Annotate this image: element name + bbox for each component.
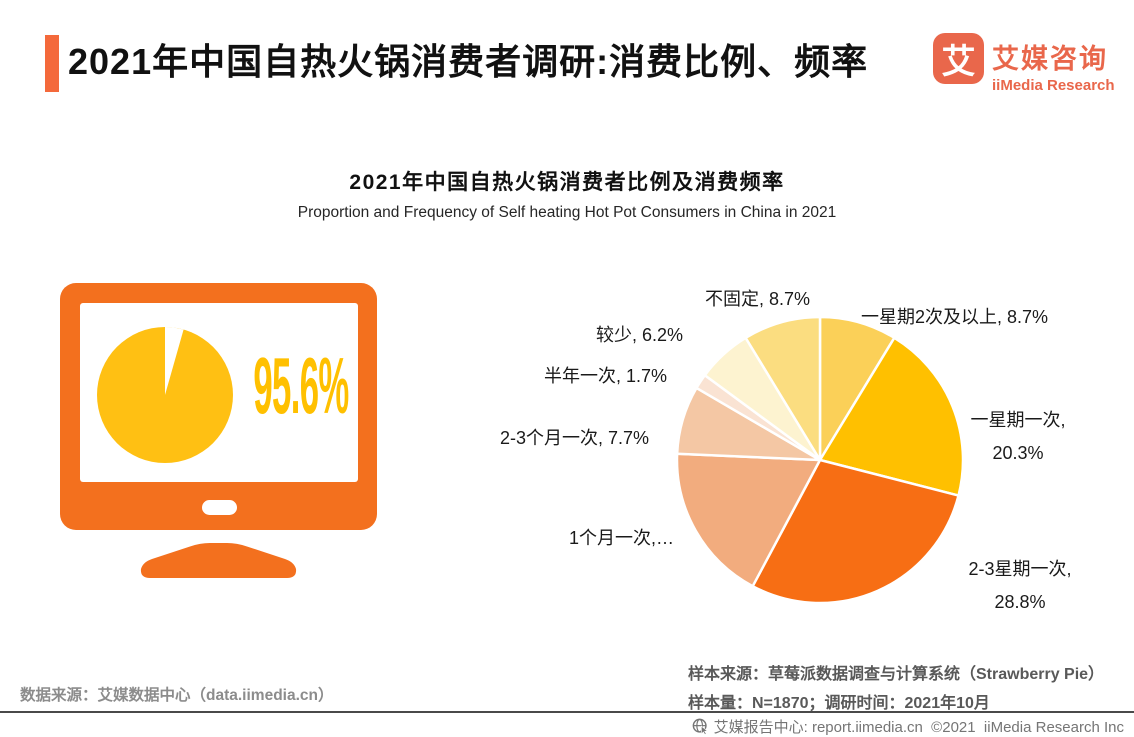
logo-name-cn: 艾媒咨询 <box>992 44 1108 74</box>
page-title: 2021年中国自热火锅消费者调研:消费比例、频率 <box>68 41 869 82</box>
footer-text: 艾媒报告中心: report.iimedia.cn ©2021 iiMedia … <box>713 719 1124 736</box>
pie-label-line: 2-3个月一次, 7.7% <box>500 428 650 448</box>
chart-subtitle: Proportion and Frequency of Self heating… <box>297 204 837 221</box>
pie-slice-3 <box>675 452 822 588</box>
monitor-stand <box>140 543 297 578</box>
pie-label-line: 不固定, 8.7% <box>705 289 811 309</box>
brand-logo: 艾 艾媒咨询 iiMedia Research <box>933 33 1115 94</box>
data-source-note: 数据来源：艾媒数据中心（data.iimedia.cn） <box>20 687 334 704</box>
pie-slice-2 <box>751 458 960 605</box>
iimedia-logo-icon: 艾 <box>933 33 984 84</box>
monitor-illustration: 95.6% <box>60 283 377 578</box>
pie-label-4: 2-3个月一次, 7.7% <box>500 427 670 449</box>
pie-label-7: 不固定, 8.7% <box>705 288 835 310</box>
pie-slice-1 <box>818 336 965 497</box>
logo-name-en: iiMedia Research <box>992 77 1115 94</box>
chart-title: 2021年中国自热火锅消费者比例及消费频率 <box>349 171 785 194</box>
sample-notes: 样本来源：草莓派数据调查与计算系统（Strawberry Pie） 样本量：N=… <box>688 660 1104 718</box>
header-accent-bar <box>45 35 59 92</box>
footer: 艾媒报告中心: report.iimedia.cn ©2021 iiMedia … <box>692 716 1124 737</box>
consumer-share-value: 95.6% <box>253 342 348 431</box>
pie-slice-7 <box>744 315 822 462</box>
consumer-share-pie-gap <box>165 327 184 395</box>
globe-cursor-icon <box>692 718 709 735</box>
footer-divider <box>0 711 1134 713</box>
logo-text: 艾媒咨询 iiMedia Research <box>992 33 1115 94</box>
monitor-button <box>202 500 237 515</box>
sample-source-note: 样本来源：草莓派数据调查与计算系统（Strawberry Pie） <box>688 666 1105 683</box>
frequency-pie-chart <box>675 315 965 605</box>
logo-glyph: 艾 <box>941 43 976 81</box>
sample-info-note: 样本量：N=1870；调研时间：2021年10月 <box>688 695 990 712</box>
